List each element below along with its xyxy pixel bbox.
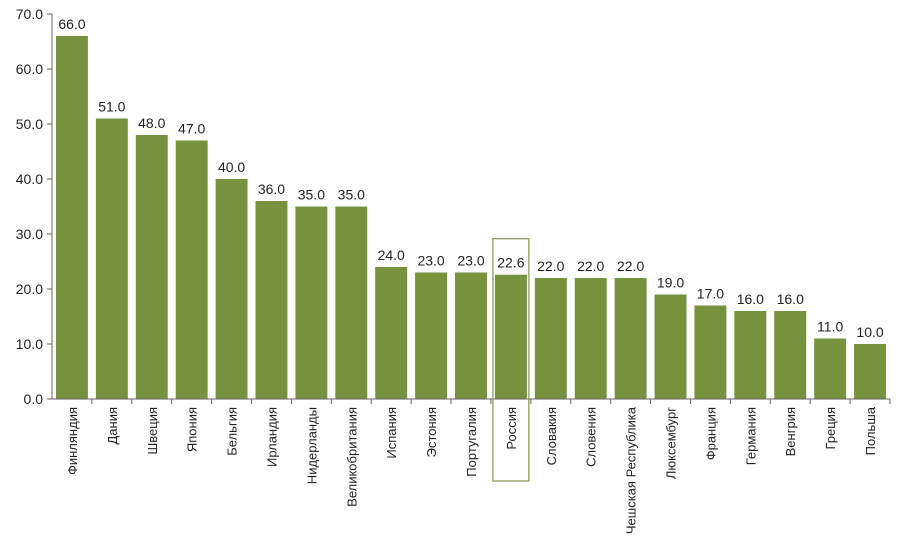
data-label: 48.0 xyxy=(138,115,165,131)
bar xyxy=(55,36,88,399)
data-label: 35.0 xyxy=(298,187,325,203)
x-tick-label: Словения xyxy=(584,407,599,467)
data-label: 51.0 xyxy=(98,99,125,115)
bar xyxy=(175,140,208,399)
data-label: 23.0 xyxy=(417,253,444,269)
x-tick-label: Великобритания xyxy=(344,407,359,507)
y-tick-label: 60.0 xyxy=(16,61,43,77)
data-label: 22.0 xyxy=(577,258,604,274)
data-label: 47.0 xyxy=(178,121,205,137)
x-tick-label: Финляндия xyxy=(65,407,80,475)
y-tick-label: 70.0 xyxy=(16,6,43,22)
bar xyxy=(95,118,128,399)
bar xyxy=(614,278,647,399)
bars xyxy=(55,36,887,399)
x-tick-label: Бельгия xyxy=(225,407,240,456)
x-tick-label: Россия xyxy=(504,407,519,450)
bar xyxy=(574,278,607,399)
data-label: 24.0 xyxy=(378,247,405,263)
data-label: 22.6 xyxy=(497,255,524,271)
bar xyxy=(694,305,727,399)
y-tick-label: 40.0 xyxy=(16,171,43,187)
x-tick-label: Чешская Республика xyxy=(624,406,639,534)
data-label: 11.0 xyxy=(817,319,843,335)
bar xyxy=(734,311,767,399)
x-tick-label: Ирландия xyxy=(264,407,279,467)
y-tick-label: 10.0 xyxy=(16,336,43,352)
data-label: 36.0 xyxy=(258,181,285,197)
x-tick-label: Словакия xyxy=(544,407,559,465)
x-tick-label: Польша xyxy=(863,406,878,455)
x-axis: Финляндия Дания Швеция Япония Бельгия Ирланди… xyxy=(52,238,891,534)
x-tick-label: Люксембург xyxy=(664,407,679,479)
bar xyxy=(814,338,847,399)
x-tick-label: Нидерланды xyxy=(304,407,319,484)
x-tick-label: Швеция xyxy=(145,407,160,455)
bar xyxy=(654,294,687,399)
data-label: 40.0 xyxy=(218,159,245,175)
y-tick-label: 0.0 xyxy=(24,391,44,407)
x-tick-label: Венгрия xyxy=(783,407,798,456)
highlight-box xyxy=(492,238,530,482)
y-tick-label: 50.0 xyxy=(16,116,43,132)
x-tick-label: Дания xyxy=(105,407,120,445)
bar xyxy=(295,206,328,399)
bar xyxy=(774,311,807,399)
data-label: 35.0 xyxy=(338,187,365,203)
bar xyxy=(455,272,487,399)
data-label: 22.0 xyxy=(617,258,644,274)
x-tick-label: Япония xyxy=(185,407,200,452)
bar xyxy=(415,272,448,399)
bar xyxy=(335,206,368,399)
data-label: 19.0 xyxy=(657,275,684,291)
bar xyxy=(135,135,168,399)
data-label: 10.0 xyxy=(856,324,883,340)
data-label: 16.0 xyxy=(737,291,764,307)
data-labels: 66.0 51.0 48.0 47.0 40.0 36.0 35.0 35.0 24.0 23.0… xyxy=(58,16,884,340)
x-tick-label: Португалия xyxy=(464,407,479,477)
bar xyxy=(255,201,288,399)
data-label: 16.0 xyxy=(777,291,804,307)
data-label: 22.0 xyxy=(537,258,564,274)
bar xyxy=(854,344,887,399)
bar xyxy=(494,274,527,399)
y-tick-label: 30.0 xyxy=(16,226,43,242)
data-label: 23.0 xyxy=(457,253,484,269)
bar xyxy=(215,179,248,399)
x-tick-label: Германия xyxy=(743,407,758,465)
bar xyxy=(534,278,567,399)
x-tick-label: Франция xyxy=(703,407,718,460)
y-tick-label: 20.0 xyxy=(16,281,43,297)
x-tick-label: Эстония xyxy=(424,407,439,457)
x-tick-label: Испания xyxy=(384,407,399,459)
data-label: 17.0 xyxy=(697,286,724,302)
bar xyxy=(375,267,408,399)
data-label: 66.0 xyxy=(58,16,85,32)
x-tick-label: Греция xyxy=(823,407,838,450)
y-axis: 0.0 10.0 20.0 30.0 40.0 50.0 60.0 70.0 xyxy=(16,6,53,407)
